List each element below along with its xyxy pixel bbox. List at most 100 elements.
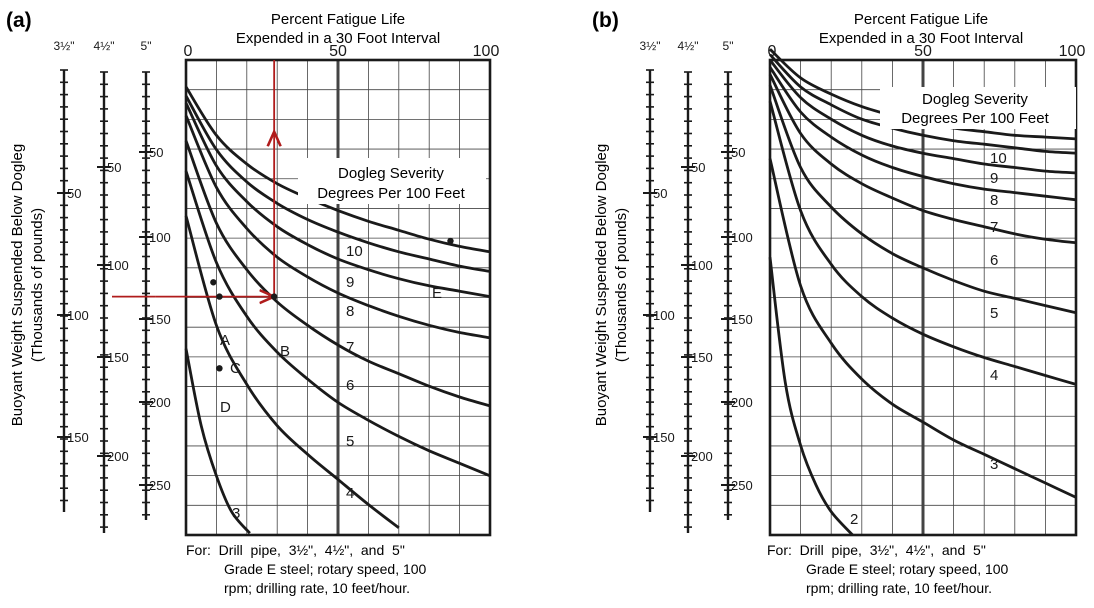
x-tick-label: 100 [473, 43, 500, 60]
scale-tick-label: 100 [107, 258, 129, 273]
point-label-B: B [280, 343, 290, 360]
scale-tick-label: 50 [691, 160, 705, 175]
scale-header: 3½" [54, 39, 75, 53]
footnote-line1: For: Drill pipe, 3½", 4½", and 5" [186, 542, 405, 558]
scale-2: 4½" 50 100 150 200 [678, 39, 713, 533]
curve-label-5: 5 [346, 433, 354, 450]
y-axis-label-line2: (Thousands of pounds) [613, 208, 630, 362]
scale-tick-label: 250 [731, 478, 753, 493]
scale-tick-label: 150 [731, 312, 753, 327]
point-C [216, 293, 223, 300]
dogleg-curve-7 [768, 66, 1077, 202]
curve-label-2: 2 [850, 511, 858, 528]
example-annotations: A B C D E [112, 60, 454, 416]
dogleg-curve-7 [184, 115, 491, 340]
y-axis-label-line1: Buoyant Weight Suspended Below Dogleg [9, 144, 26, 426]
curve-label-9: 9 [346, 274, 354, 291]
scale-tick-label: 200 [731, 395, 753, 410]
legend-title-line2: Degrees Per 100 Feet [317, 185, 465, 202]
curve-label-3: 3 [232, 505, 240, 522]
curve-label-6: 6 [346, 377, 354, 394]
curve-label-8: 8 [346, 303, 354, 320]
legend-title-line2: Degrees Per 100 Feet [901, 110, 1049, 127]
dogleg-curves [184, 86, 491, 535]
panel-b: (b) Percent Fatigue Life Expended in a 3… [592, 9, 1085, 596]
scale-1: 3½" 50 100 150 [54, 39, 89, 512]
legend-title-line1: Dogleg Severity [338, 165, 444, 182]
dogleg-curve-9 [184, 95, 491, 273]
point-label-E: E [432, 285, 442, 302]
scale-tick-label: 50 [653, 186, 667, 201]
footnote-line3: rpm; drilling rate, 10 feet/hour. [806, 580, 992, 596]
curve-label-8: 8 [990, 192, 998, 209]
x-tick-labels: 0 50 100 [184, 43, 500, 60]
y-axis-label-line1: Buoyant Weight Suspended Below Dogleg [593, 144, 610, 426]
x-tick-label: 50 [914, 43, 932, 60]
scale-3: 5" 50 100 150 200 250 [721, 39, 753, 520]
scale-2: 4½" 50 100 150 200 [94, 39, 129, 533]
scale-3: 5" 50 100 150 200 250 [139, 39, 171, 520]
curve-label-5: 5 [990, 305, 998, 322]
curve-label-9: 9 [990, 170, 998, 187]
scale-tick-label: 150 [67, 430, 89, 445]
curve-label-7: 7 [990, 219, 998, 236]
chart-title-line1: Percent Fatigue Life [271, 11, 405, 28]
footnote-line3: rpm; drilling rate, 10 feet/hour. [224, 580, 410, 596]
dogleg-curve-3 [184, 348, 251, 535]
legend-title-line1: Dogleg Severity [922, 91, 1028, 108]
scale-tick-label: 50 [107, 160, 121, 175]
scale-tick-label: 250 [149, 478, 171, 493]
scale-tick-label: 50 [67, 186, 81, 201]
curve-label-4: 4 [990, 367, 998, 384]
scale-header: 4½" [94, 39, 115, 53]
dogleg-curve-6 [184, 140, 491, 408]
scale-header: 5" [723, 39, 734, 53]
legend-background [880, 87, 1076, 129]
scale-tick-label: 50 [149, 145, 163, 160]
point-label-C: C [230, 360, 241, 377]
dogleg-curves [768, 48, 1077, 536]
x-tick-label: 100 [1059, 43, 1086, 60]
scale-tick-label: 100 [149, 230, 171, 245]
dogleg-curve-8 [184, 102, 491, 298]
weight-scales: 3½" 50 100 150 4½" 50 100 150 200 5" 50 100 150 200 25… [640, 39, 753, 533]
dogleg-curve-2 [768, 257, 854, 536]
scale-tick-label: 50 [731, 145, 745, 160]
scale-tick-label: 100 [67, 308, 89, 323]
plot-frame [768, 58, 1078, 537]
dogleg-curve-4 [768, 100, 1077, 386]
dogleg-curve-8 [768, 59, 1077, 175]
scale-tick-label: 150 [653, 430, 675, 445]
dogleg-curve-5 [768, 84, 1077, 315]
footnote-line1: For: Drill pipe, 3½", 4½", and 5" [767, 542, 986, 558]
point-label-D: D [220, 399, 231, 416]
point-D [216, 365, 223, 372]
scale-1: 3½" 50 100 150 [640, 39, 675, 512]
x-tick-label: 50 [329, 43, 347, 60]
footnote-line2: Grade E steel; rotary speed, 100 [806, 561, 1009, 577]
curve-label-10: 10 [346, 243, 363, 260]
panel-a: (a) Percent Fatigue Life Expended in a 3… [6, 9, 499, 596]
scale-tick-label: 200 [691, 449, 713, 464]
panel-label: (a) [6, 9, 32, 32]
scale-tick-label: 100 [731, 230, 753, 245]
point-B [270, 293, 278, 300]
chart-grid [768, 58, 1078, 537]
scale-tick-label: 100 [653, 308, 675, 323]
dogleg-curve-10 [184, 86, 491, 254]
scale-tick-label: 150 [691, 350, 713, 365]
y-axis-label-line2: (Thousands of pounds) [29, 208, 46, 362]
weight-scales: 3½" 50 100 150 4½" 50 100 150 200 5" 50 100 150 200 25… [54, 39, 171, 533]
scale-tick-label: 200 [107, 449, 129, 464]
x-tick-label: 0 [184, 43, 193, 60]
dogleg-curve-6 [768, 73, 1077, 245]
scale-header: 5" [141, 39, 152, 53]
scale-header: 4½" [678, 39, 699, 53]
dogleg-curve-labels: 3 4 5 6 7 8 9 10 [232, 243, 363, 522]
curve-label-6: 6 [990, 252, 998, 269]
scale-header: 3½" [640, 39, 661, 53]
scale-tick-label: 200 [149, 395, 171, 410]
footnote-line2: Grade E steel; rotary speed, 100 [224, 561, 427, 577]
dogleg-curve-5 [184, 170, 491, 478]
